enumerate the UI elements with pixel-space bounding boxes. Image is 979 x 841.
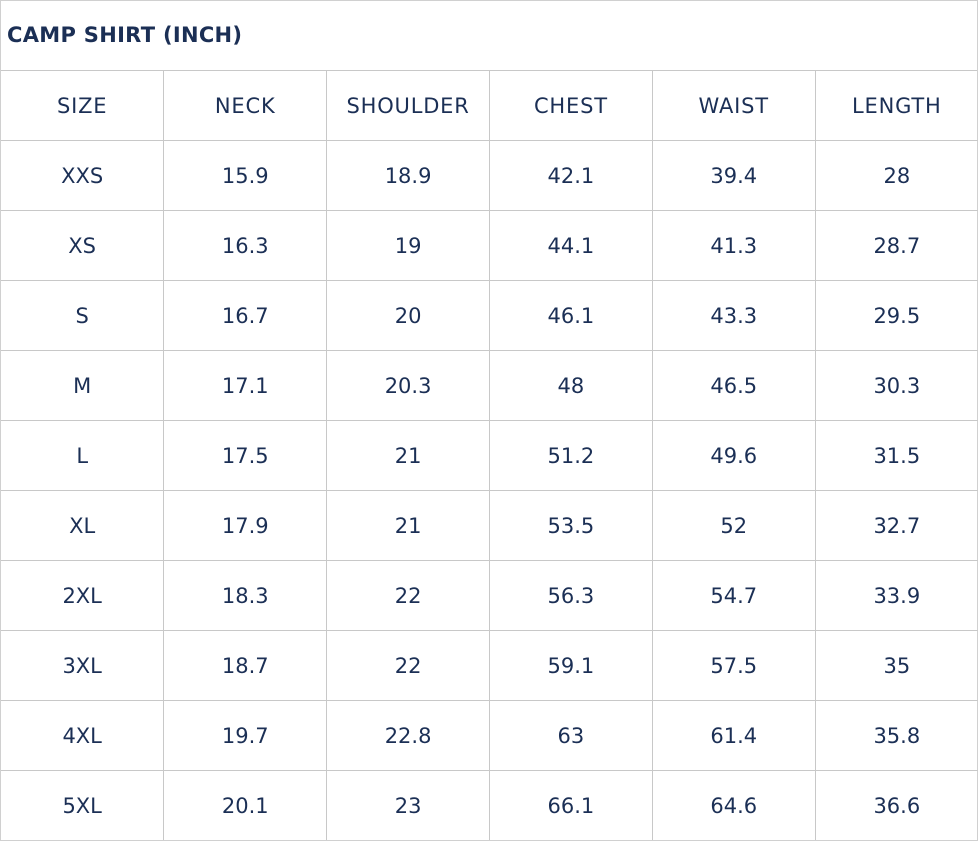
cell-size: M xyxy=(1,350,165,421)
cell-waist: 49.6 xyxy=(651,420,816,491)
cell-chest: 48 xyxy=(488,350,653,421)
cell-shoulder: 19 xyxy=(326,210,490,281)
column-header-shoulder: SHOULDER xyxy=(326,71,490,141)
cell-neck: 15.9 xyxy=(163,140,328,211)
cell-length: 32.7 xyxy=(814,490,978,561)
cell-chest: 46.1 xyxy=(488,280,653,351)
cell-shoulder: 21 xyxy=(326,490,490,561)
size-table: SIZE NECK SHOULDER CHEST WAIST LENGTH XXS 15.9 1… xyxy=(1,71,978,840)
cell-size: XL xyxy=(1,490,165,561)
table-row: 3XL 18.7 22 59.1 57.5 35 xyxy=(1,630,978,701)
cell-shoulder: 22 xyxy=(326,560,490,631)
cell-chest: 51.2 xyxy=(488,420,653,491)
cell-neck: 16.3 xyxy=(163,210,328,281)
cell-chest: 59.1 xyxy=(488,630,653,701)
table-row: 2XL 18.3 22 56.3 54.7 33.9 xyxy=(1,560,978,631)
cell-chest: 66.1 xyxy=(488,770,653,840)
cell-waist: 61.4 xyxy=(651,700,816,771)
cell-shoulder: 18.9 xyxy=(326,140,490,211)
cell-neck: 17.5 xyxy=(163,420,328,491)
cell-neck: 17.9 xyxy=(163,490,328,561)
cell-chest: 53.5 xyxy=(488,490,653,561)
cell-shoulder: 22.8 xyxy=(326,700,490,771)
cell-shoulder: 23 xyxy=(326,770,490,840)
cell-length: 36.6 xyxy=(814,770,978,840)
cell-neck: 16.7 xyxy=(163,280,328,351)
cell-waist: 46.5 xyxy=(651,350,816,421)
cell-chest: 63 xyxy=(488,700,653,771)
cell-length: 28 xyxy=(814,140,978,211)
cell-length: 33.9 xyxy=(814,560,978,631)
cell-length: 30.3 xyxy=(814,350,978,421)
column-header-chest: CHEST xyxy=(488,71,653,141)
cell-waist: 43.3 xyxy=(651,280,816,351)
cell-size: 2XL xyxy=(1,560,165,631)
cell-length: 35 xyxy=(814,630,978,701)
cell-waist: 57.5 xyxy=(651,630,816,701)
cell-neck: 20.1 xyxy=(163,770,328,840)
cell-neck: 18.3 xyxy=(163,560,328,631)
cell-neck: 19.7 xyxy=(163,700,328,771)
table-row: L 17.5 21 51.2 49.6 31.5 xyxy=(1,420,978,491)
table-row: S 16.7 20 46.1 43.3 29.5 xyxy=(1,280,978,351)
cell-size: XS xyxy=(1,210,165,281)
cell-neck: 18.7 xyxy=(163,630,328,701)
column-header-neck: NECK xyxy=(163,71,328,141)
table-row: M 17.1 20.3 48 46.5 30.3 xyxy=(1,350,978,421)
cell-chest: 42.1 xyxy=(488,140,653,211)
cell-waist: 41.3 xyxy=(651,210,816,281)
cell-waist: 39.4 xyxy=(651,140,816,211)
cell-shoulder: 20.3 xyxy=(326,350,490,421)
header-row: SIZE NECK SHOULDER CHEST WAIST LENGTH xyxy=(1,71,978,141)
cell-shoulder: 22 xyxy=(326,630,490,701)
cell-shoulder: 21 xyxy=(326,420,490,491)
column-header-size: SIZE xyxy=(1,71,165,141)
table-row: XXS 15.9 18.9 42.1 39.4 28 xyxy=(1,140,978,211)
cell-size: S xyxy=(1,280,165,351)
table-row: XS 16.3 19 44.1 41.3 28.7 xyxy=(1,210,978,281)
cell-length: 35.8 xyxy=(814,700,978,771)
cell-chest: 56.3 xyxy=(488,560,653,631)
cell-size: 5XL xyxy=(1,770,165,840)
table-row: 4XL 19.7 22.8 63 61.4 35.8 xyxy=(1,700,978,771)
cell-length: 28.7 xyxy=(814,210,978,281)
cell-size: 4XL xyxy=(1,700,165,771)
cell-waist: 52 xyxy=(651,490,816,561)
column-header-length: LENGTH xyxy=(814,71,978,141)
cell-neck: 17.1 xyxy=(163,350,328,421)
cell-size: 3XL xyxy=(1,630,165,701)
column-header-waist: WAIST xyxy=(651,71,816,141)
table-row: XL 17.9 21 53.5 52 32.7 xyxy=(1,490,978,561)
cell-length: 29.5 xyxy=(814,280,978,351)
cell-waist: 54.7 xyxy=(651,560,816,631)
cell-size: XXS xyxy=(1,140,165,211)
table-row: 5XL 20.1 23 66.1 64.6 36.6 xyxy=(1,770,978,840)
chart-title: CAMP SHIRT (INCH) xyxy=(1,1,977,71)
cell-shoulder: 20 xyxy=(326,280,490,351)
cell-chest: 44.1 xyxy=(488,210,653,281)
cell-size: L xyxy=(1,420,165,491)
cell-waist: 64.6 xyxy=(651,770,816,840)
cell-length: 31.5 xyxy=(814,420,978,491)
